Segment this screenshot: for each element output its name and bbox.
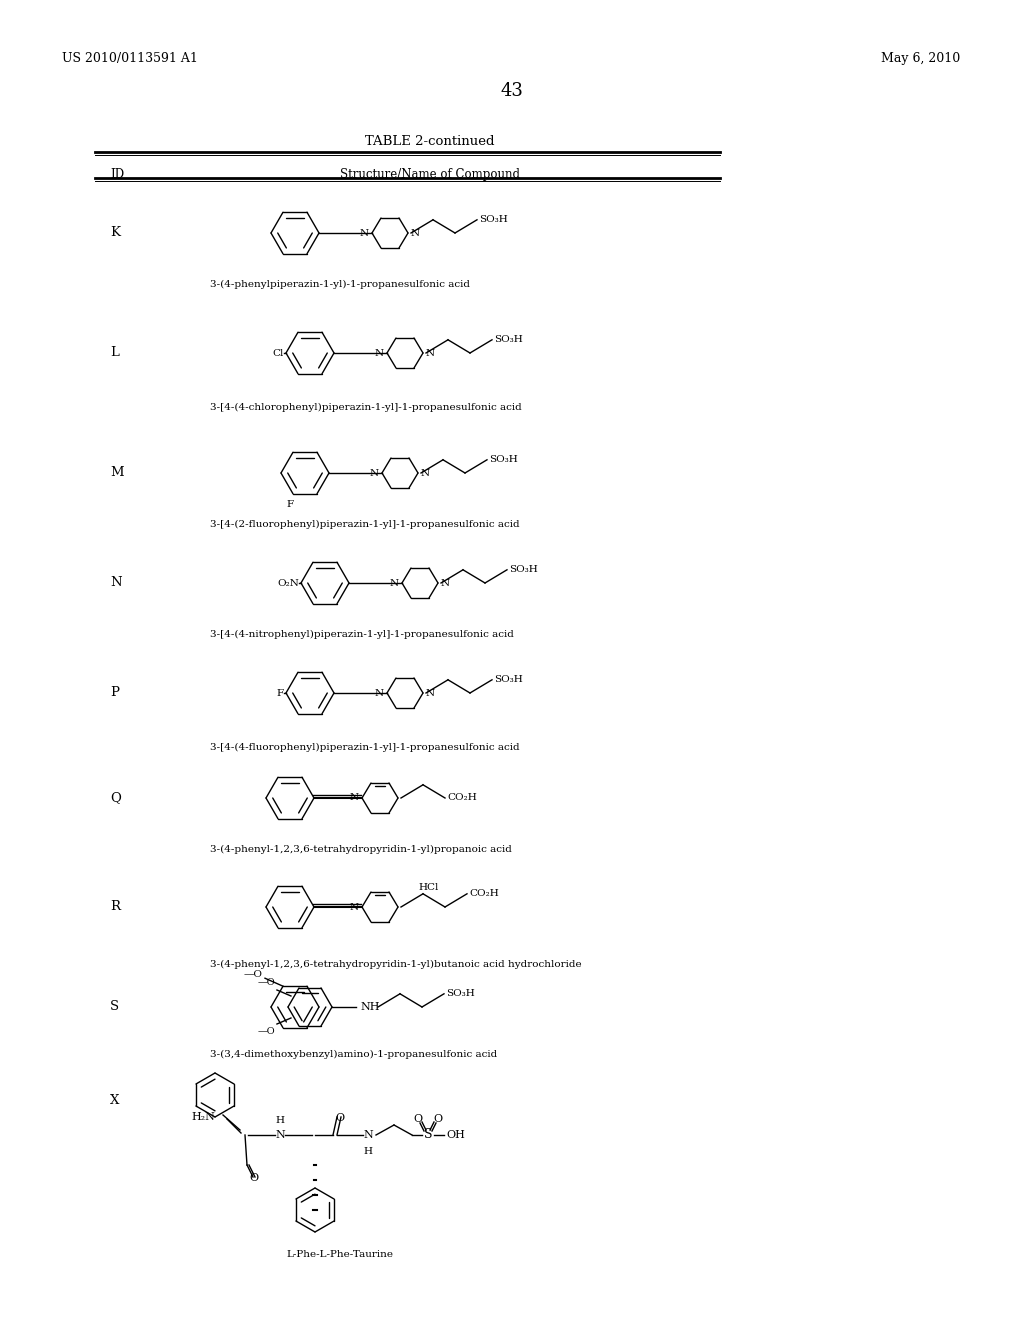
Text: SO₃H: SO₃H [489, 455, 518, 465]
Text: 3-(3,4-dimethoxybenzyl)amino)-1-propanesulfonic acid: 3-(3,4-dimethoxybenzyl)amino)-1-propanes… [210, 1049, 498, 1059]
Text: N: N [370, 469, 379, 478]
Text: N: N [426, 689, 435, 697]
Text: M: M [110, 466, 124, 479]
Text: US 2010/0113591 A1: US 2010/0113591 A1 [62, 51, 198, 65]
Text: HCl: HCl [418, 883, 438, 891]
Text: —O: —O [244, 970, 263, 978]
Text: N: N [364, 1130, 373, 1140]
Text: 43: 43 [501, 82, 523, 100]
Text: 3-(4-phenyl-1,2,3,6-tetrahydropyridin-1-yl)propanoic acid: 3-(4-phenyl-1,2,3,6-tetrahydropyridin-1-… [210, 845, 512, 854]
Text: SO₃H: SO₃H [479, 215, 508, 224]
Text: O: O [414, 1114, 423, 1125]
Text: SO₃H: SO₃H [494, 335, 522, 345]
Text: Cl: Cl [272, 348, 284, 358]
Text: S: S [424, 1129, 432, 1142]
Text: L-Phe-L-Phe-Taurine: L-Phe-L-Phe-Taurine [287, 1250, 393, 1259]
Text: SO₃H: SO₃H [509, 565, 538, 574]
Text: X: X [110, 1093, 120, 1106]
Text: O: O [335, 1113, 344, 1123]
Text: N: N [275, 1130, 285, 1140]
Text: SO₃H: SO₃H [494, 676, 522, 684]
Text: 3-[4-(2-fluorophenyl)piperazin-1-yl]-1-propanesulfonic acid: 3-[4-(2-fluorophenyl)piperazin-1-yl]-1-p… [210, 520, 519, 529]
Text: Structure/Name of Compound: Structure/Name of Compound [340, 168, 520, 181]
Text: —O: —O [257, 978, 275, 987]
Text: O₂N: O₂N [278, 578, 299, 587]
Text: N: N [375, 348, 384, 358]
Text: NH: NH [360, 1002, 380, 1012]
Text: N: N [350, 793, 359, 803]
Text: K: K [110, 227, 120, 239]
Text: H: H [364, 1147, 373, 1156]
Text: O: O [249, 1173, 258, 1183]
Text: F: F [276, 689, 284, 697]
Text: CO₂H: CO₂H [469, 890, 499, 899]
Text: S: S [110, 1001, 119, 1014]
Text: —O: —O [257, 1027, 275, 1036]
Text: L: L [110, 346, 119, 359]
Text: 3-[4-(4-nitrophenyl)piperazin-1-yl]-1-propanesulfonic acid: 3-[4-(4-nitrophenyl)piperazin-1-yl]-1-pr… [210, 630, 514, 639]
Text: 3-(4-phenyl-1,2,3,6-tetrahydropyridin-1-yl)butanoic acid hydrochloride: 3-(4-phenyl-1,2,3,6-tetrahydropyridin-1-… [210, 960, 582, 969]
Text: N: N [350, 903, 359, 912]
Text: N: N [421, 469, 430, 478]
Text: May 6, 2010: May 6, 2010 [881, 51, 961, 65]
Text: F: F [287, 500, 294, 508]
Text: O: O [433, 1114, 442, 1125]
Text: CO₂H: CO₂H [447, 793, 477, 803]
Text: TABLE 2-continued: TABLE 2-continued [366, 135, 495, 148]
Text: N: N [426, 348, 435, 358]
Text: R: R [110, 900, 120, 913]
Text: N: N [110, 577, 122, 590]
Text: Q: Q [110, 792, 121, 804]
Text: OH: OH [446, 1130, 465, 1140]
Text: 3-(4-phenylpiperazin-1-yl)-1-propanesulfonic acid: 3-(4-phenylpiperazin-1-yl)-1-propanesulf… [210, 280, 470, 289]
Text: N: N [375, 689, 384, 697]
Text: 3-[4-(4-fluorophenyl)piperazin-1-yl]-1-propanesulfonic acid: 3-[4-(4-fluorophenyl)piperazin-1-yl]-1-p… [210, 743, 519, 752]
Text: H: H [275, 1115, 285, 1125]
Text: N: N [441, 578, 451, 587]
Text: N: N [390, 578, 399, 587]
Text: N: N [411, 228, 420, 238]
Text: N: N [359, 228, 369, 238]
Text: SO₃H: SO₃H [446, 989, 475, 998]
Text: H₂N: H₂N [191, 1111, 215, 1122]
Text: P: P [110, 686, 119, 700]
Text: ID: ID [110, 168, 124, 181]
Text: 3-[4-(4-chlorophenyl)piperazin-1-yl]-1-propanesulfonic acid: 3-[4-(4-chlorophenyl)piperazin-1-yl]-1-p… [210, 403, 522, 412]
